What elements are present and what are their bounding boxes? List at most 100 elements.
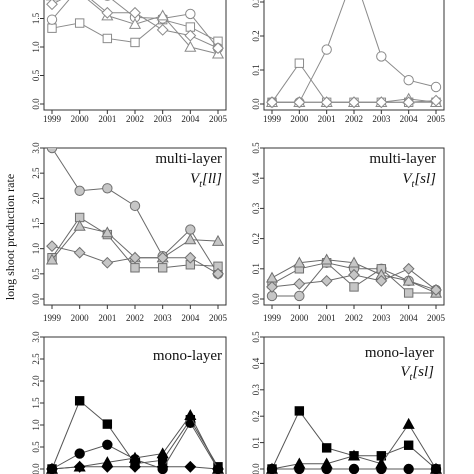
data-point — [156, 447, 169, 459]
x-tick-label: 1999 — [263, 114, 282, 124]
series-group — [45, 396, 225, 474]
data-point — [130, 37, 140, 48]
data-point — [402, 262, 415, 275]
data-point — [184, 251, 197, 264]
y-tick-label: 0.1 — [251, 437, 261, 448]
data-point — [294, 58, 305, 68]
data-point — [402, 274, 415, 286]
plot-frame — [43, 336, 227, 474]
x-tick-label: 2005 — [209, 114, 228, 124]
x-tick-label: 2002 — [126, 313, 144, 323]
y-tick-label: 1.0 — [31, 243, 41, 255]
data-point — [403, 75, 414, 86]
data-point — [321, 44, 332, 55]
x-tick-label: 2002 — [345, 114, 363, 124]
data-point — [129, 460, 141, 473]
series-group — [265, 0, 443, 109]
data-point — [73, 246, 86, 259]
panel-subtitle: Vt[ll] — [190, 171, 222, 190]
data-point — [293, 96, 306, 109]
y-tick-label: 0.3 — [251, 202, 261, 214]
data-point — [266, 281, 278, 293]
data-point — [293, 277, 306, 290]
y-tick-label: 0.3 — [251, 0, 261, 8]
x-tick-label: 2000 — [290, 114, 309, 124]
data-point — [212, 42, 224, 55]
data-point — [46, 148, 58, 154]
series-group — [45, 148, 225, 280]
y-tick-label: 0.4 — [251, 357, 261, 369]
data-point — [157, 263, 168, 273]
data-point — [102, 33, 113, 44]
plot-frame — [263, 0, 445, 111]
data-point — [47, 23, 57, 33]
data-point — [348, 268, 360, 281]
x-tick-label: 1999 — [263, 313, 282, 323]
y-tick-label: 0.5 — [31, 69, 41, 81]
y-tick-label: 3.0 — [31, 331, 41, 343]
x-tick-label: 2003 — [154, 114, 173, 124]
x-tick-label: 2002 — [126, 114, 144, 124]
data-point — [402, 417, 415, 429]
x-tick-label: 2005 — [427, 114, 446, 124]
y-tick-label: 2.0 — [31, 192, 41, 204]
x-tick-label: 2001 — [318, 114, 336, 124]
data-point — [376, 51, 387, 62]
series-group — [45, 0, 225, 59]
data-point — [101, 226, 114, 238]
data-point — [184, 40, 197, 52]
y-tick-label: 0.2 — [251, 411, 261, 422]
data-point — [402, 96, 415, 109]
data-point — [46, 240, 58, 253]
data-point — [46, 0, 58, 11]
data-point — [266, 463, 278, 474]
data-point — [156, 460, 169, 473]
plot-frame — [263, 336, 445, 474]
data-point — [184, 29, 197, 42]
data-point — [403, 440, 414, 450]
y-tick-label: 2.5 — [31, 167, 41, 179]
y-tick-label: 1.5 — [31, 12, 41, 24]
panel-p5: 0.0 0.5 1.0 1.5 2.0 2.5 3.0 mono-layer — [31, 331, 227, 474]
y-tick-label: 0.1 — [251, 64, 261, 75]
data-point — [74, 185, 85, 196]
panel-subtitle: Vt[sl] — [400, 364, 434, 383]
data-point — [403, 288, 414, 298]
data-point — [156, 23, 169, 36]
x-tick-label: 2004 — [400, 313, 419, 323]
y-tick-label: 0.0 — [251, 463, 261, 474]
panel-p6: 0.0 0.1 0.2 0.3 0.4 0.5 mono-layer Vt[sl] — [251, 331, 445, 474]
y-tick-label: 1.5 — [31, 217, 41, 229]
data-point — [156, 9, 169, 21]
y-tick-label: 1.0 — [31, 41, 41, 53]
x-tick-label: 1999 — [43, 313, 62, 323]
data-point — [129, 251, 141, 264]
x-tick-label: 2003 — [372, 313, 391, 323]
data-point — [212, 267, 224, 280]
x-tick-label: 2003 — [154, 313, 173, 323]
data-point — [102, 439, 113, 450]
data-point — [293, 256, 306, 268]
data-point — [73, 460, 86, 473]
data-point — [320, 253, 333, 265]
data-point — [73, 219, 86, 231]
data-point — [347, 256, 361, 268]
y-tick-label: 0.2 — [251, 30, 261, 41]
series-line — [272, 0, 437, 103]
panel-title: mono-layer — [365, 345, 434, 361]
data-point — [184, 460, 197, 473]
y-tick-label: 0.0 — [31, 463, 41, 474]
x-tick-label: 2004 — [181, 114, 200, 124]
x-tick-label: 2003 — [372, 114, 391, 124]
data-point — [375, 96, 388, 109]
data-point — [294, 406, 305, 416]
data-point — [129, 200, 141, 212]
x-tick-label: 2002 — [345, 313, 363, 323]
panel-title: multi-layer — [369, 151, 436, 167]
data-point — [184, 233, 197, 245]
y-tick-label: 0.3 — [251, 384, 261, 396]
y-tick-label: 0.0 — [31, 293, 41, 305]
y-tick-label: 0.0 — [251, 293, 261, 305]
x-tick-label: 2004 — [181, 313, 200, 323]
data-point — [403, 463, 414, 474]
